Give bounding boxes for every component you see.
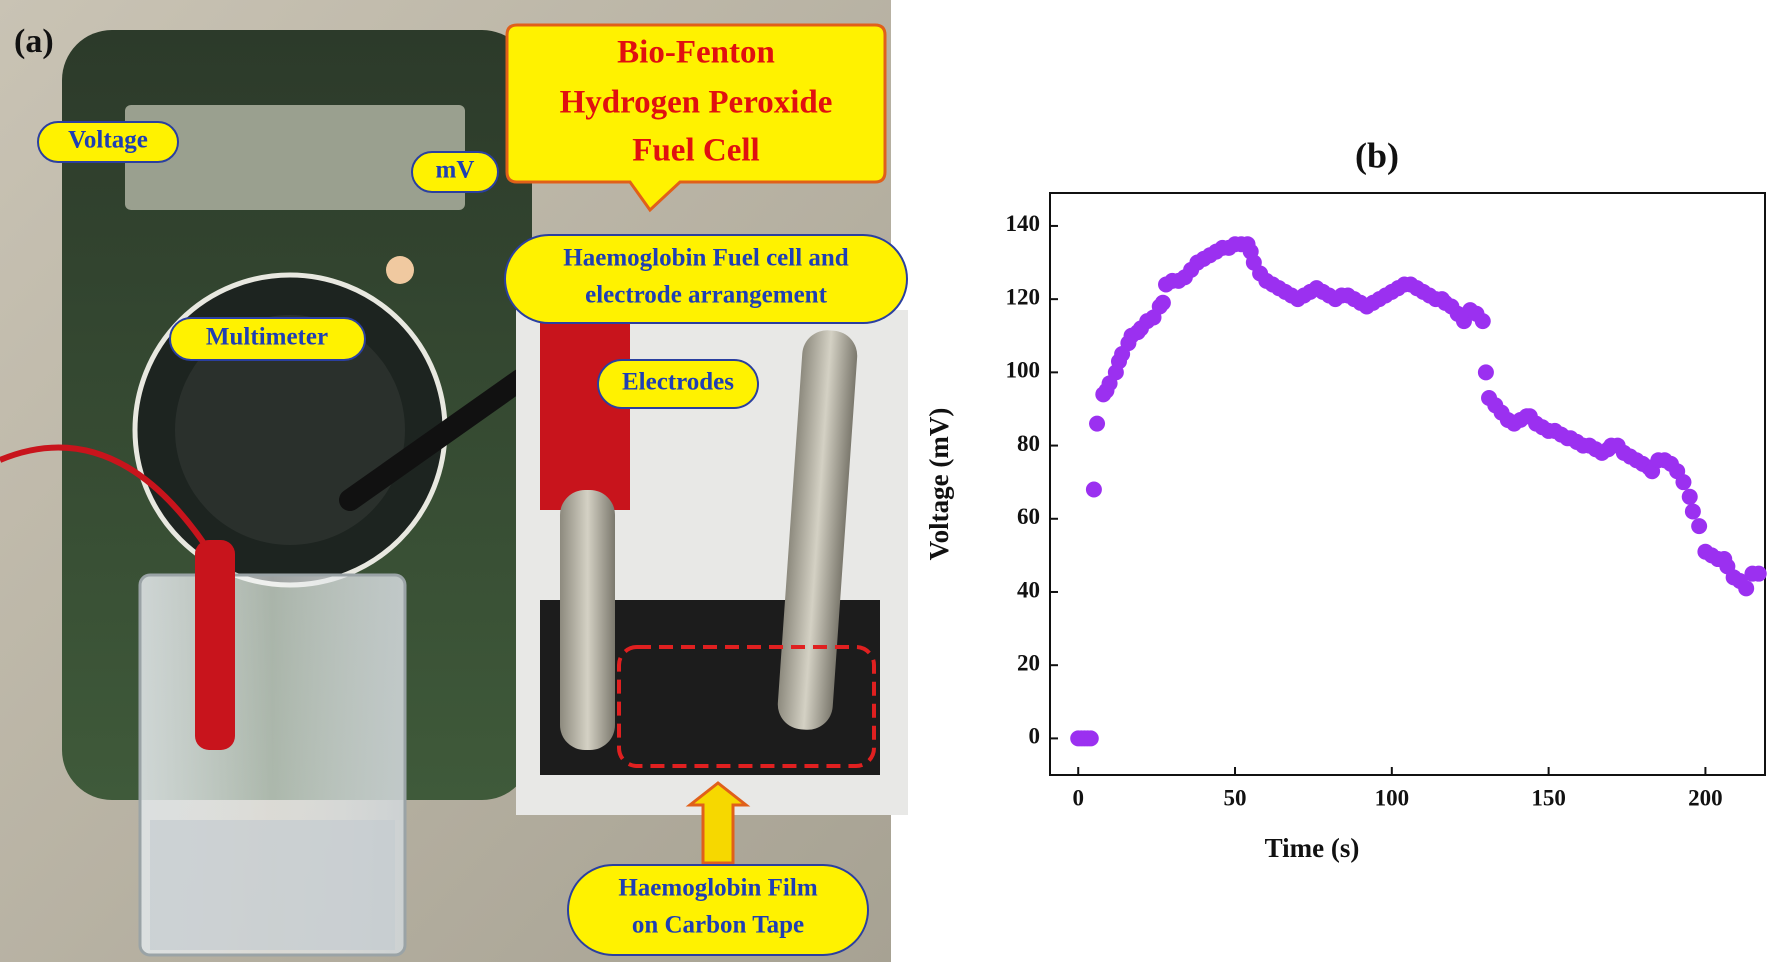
y-tick-label: 140 (1006, 211, 1041, 236)
x-tick-label: 150 (1531, 785, 1566, 810)
callout-label: electrode arrangement (585, 282, 827, 309)
callout-label: Haemoglobin Fuel cell and (563, 245, 849, 272)
data-point (1681, 488, 1698, 505)
multimeter-light (386, 256, 414, 284)
callout-label: Electrodes (622, 369, 734, 396)
callout-label: on Carbon Tape (632, 912, 804, 939)
callout-label: Voltage (68, 127, 148, 154)
y-tick-label: 40 (1017, 577, 1040, 602)
electrode-right (777, 330, 858, 730)
data-point (1738, 580, 1755, 597)
x-tick-label: 50 (1224, 785, 1247, 810)
y-tick-label: 80 (1017, 431, 1040, 456)
chart-title: (b) (1355, 135, 1399, 175)
red-clip (195, 540, 235, 750)
x-tick-label: 0 (1072, 785, 1084, 810)
red-wire (0, 444, 218, 562)
callout-title: Bio-Fenton (617, 35, 775, 71)
callout (504, 234, 908, 324)
title-callout (505, 23, 887, 213)
y-tick-label: 60 (1017, 504, 1040, 529)
callout (37, 121, 179, 163)
y-tick-label: 20 (1017, 650, 1040, 675)
data-point (1085, 481, 1102, 498)
callout (411, 151, 499, 193)
y-axis-label: Voltage (mV) (924, 408, 954, 561)
data-point (1477, 364, 1494, 381)
callout (567, 864, 869, 956)
electrode-red-clip (540, 310, 630, 510)
arrow (685, 781, 751, 865)
callout-label: Multimeter (206, 324, 328, 351)
panel-label: (a) (14, 23, 54, 60)
film-highlight (617, 645, 876, 768)
black-probe (339, 369, 531, 511)
x-tick-label: 200 (1688, 785, 1723, 810)
callout (597, 359, 759, 409)
callout-title: Hydrogen Peroxide (560, 85, 833, 121)
electrode-left (560, 490, 615, 750)
beaker-liquid (150, 820, 395, 950)
callout-title: Fuel Cell (632, 133, 759, 169)
data-point (1154, 294, 1171, 311)
data-point (1474, 313, 1491, 330)
callout-label: mV (436, 157, 475, 184)
x-tick-label: 100 (1375, 785, 1410, 810)
data-point (1691, 518, 1708, 535)
data-point (1675, 474, 1692, 491)
data-point (1750, 565, 1767, 582)
callout (169, 317, 366, 361)
plot-frame (1049, 192, 1766, 776)
callout-label: Haemoglobin Film (618, 875, 817, 902)
multimeter-display (125, 105, 465, 210)
photo-panel: (a) Bio-Fenton Hydrogen Peroxide Fuel Ce… (0, 0, 908, 962)
y-tick-label: 120 (1006, 284, 1041, 309)
data-point (1082, 730, 1099, 747)
data-point (1089, 415, 1106, 432)
y-tick-label: 0 (1029, 724, 1041, 749)
x-axis-label: Time (s) (1265, 833, 1360, 863)
y-tick-label: 100 (1006, 358, 1041, 383)
data-point (1684, 503, 1701, 520)
multimeter-knob (175, 315, 405, 545)
